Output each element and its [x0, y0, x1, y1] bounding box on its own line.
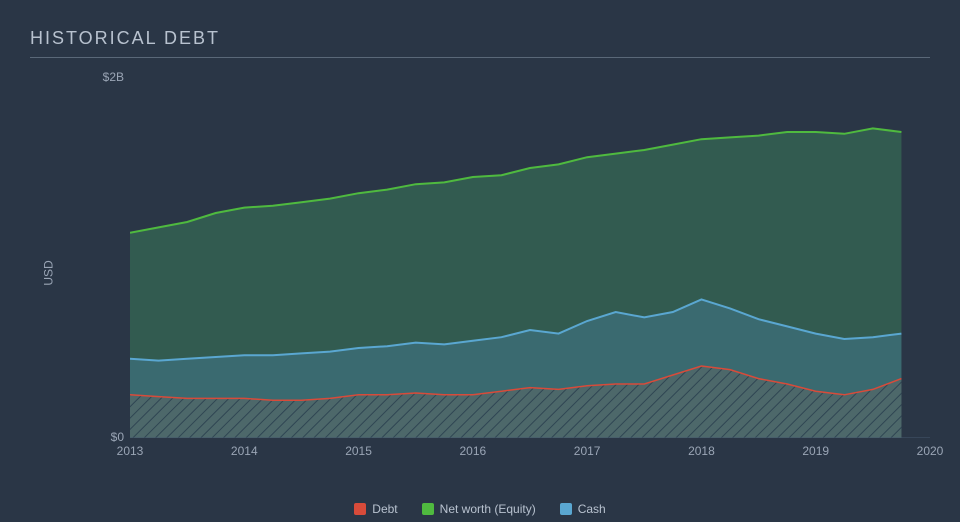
chart-area: USD $0$2B2013201420152016201720182019202… — [30, 68, 930, 478]
y-axis-label: USD — [42, 260, 56, 285]
x-tick-label: 2020 — [917, 444, 944, 458]
legend-swatch — [422, 503, 434, 515]
legend-swatch — [354, 503, 366, 515]
y-tick-label: $2B — [80, 70, 124, 84]
legend-label: Cash — [578, 502, 606, 516]
chart-container: HISTORICAL DEBT USD $0 $2B 2013 2014 2015 201… — [0, 0, 960, 522]
y-tick-label: $0 — [80, 430, 124, 444]
x-tick-label: 2016 — [459, 444, 486, 458]
x-tick-label: 2018 — [688, 444, 715, 458]
legend-label: Net worth (Equity) — [440, 502, 536, 516]
legend-item-net-worth-equity-[interactable]: Net worth (Equity) — [422, 502, 536, 516]
x-tick-label: 2015 — [345, 444, 372, 458]
legend-label: Debt — [372, 502, 397, 516]
legend: Debt Net worth (Equity) Cash — [0, 502, 960, 516]
x-tick-label: 2014 — [231, 444, 258, 458]
chart-title: HISTORICAL DEBT — [30, 28, 930, 58]
x-tick-label: 2017 — [574, 444, 601, 458]
x-tick-label: 2019 — [802, 444, 829, 458]
legend-item-debt[interactable]: Debt — [354, 502, 397, 516]
plot-svg — [130, 78, 930, 438]
legend-item-cash[interactable]: Cash — [560, 502, 606, 516]
legend-swatch — [560, 503, 572, 515]
x-tick-label: 2013 — [117, 444, 144, 458]
